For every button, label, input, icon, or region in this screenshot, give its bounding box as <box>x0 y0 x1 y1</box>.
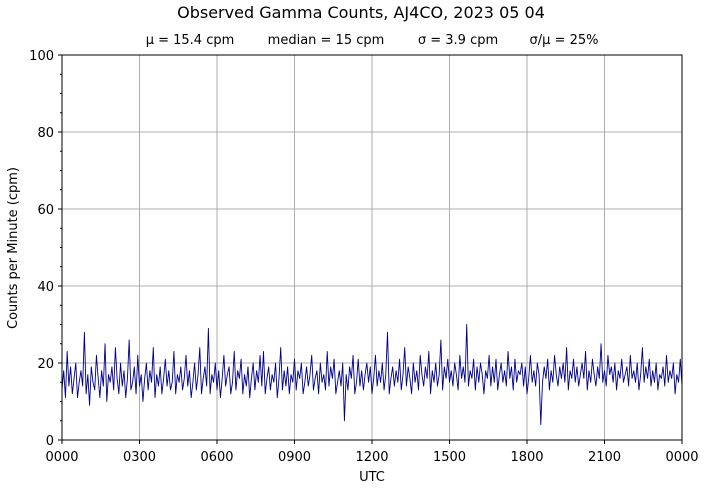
y-tick-label: 20 <box>37 357 54 372</box>
series-line <box>61 324 683 426</box>
y-tick-label: 40 <box>37 280 54 295</box>
y-tick-label: 60 <box>37 203 54 218</box>
x-tick-label: 0600 <box>200 450 233 465</box>
chart-title: Observed Gamma Counts, AJ4CO, 2023 05 04 <box>177 3 545 22</box>
y-tick-label: 100 <box>29 49 54 64</box>
x-tick-label: 0000 <box>665 450 698 465</box>
stat-cv: σ/μ = 25% <box>530 33 599 48</box>
y-tick-label: 0 <box>46 434 54 449</box>
x-tick-label: 1800 <box>510 450 543 465</box>
x-axis-label: UTC <box>359 470 385 485</box>
stat-sigma: σ = 3.9 cpm <box>418 33 498 48</box>
stats-line: μ = 15.4 cpm median = 15 cpm σ = 3.9 cpm… <box>146 33 599 48</box>
x-tick-label: 1200 <box>355 450 388 465</box>
y-axis-label: Counts per Minute (cpm) <box>6 167 21 329</box>
axis-ticks: 0000 0300 0600 0900 1200 1500 1800 2100 00000204… <box>29 49 698 465</box>
y-tick-label: 80 <box>37 126 54 141</box>
grid <box>62 55 682 440</box>
x-tick-label: 0900 <box>278 450 311 465</box>
x-tick-label: 2100 <box>588 450 621 465</box>
x-tick-label: 0000 <box>45 450 78 465</box>
series-layer <box>61 324 683 426</box>
x-tick-label: 1500 <box>433 450 466 465</box>
x-tick-label: 0300 <box>123 450 156 465</box>
stat-median: median = 15 cpm <box>268 33 385 48</box>
stat-mean: μ = 15.4 cpm <box>146 33 235 48</box>
